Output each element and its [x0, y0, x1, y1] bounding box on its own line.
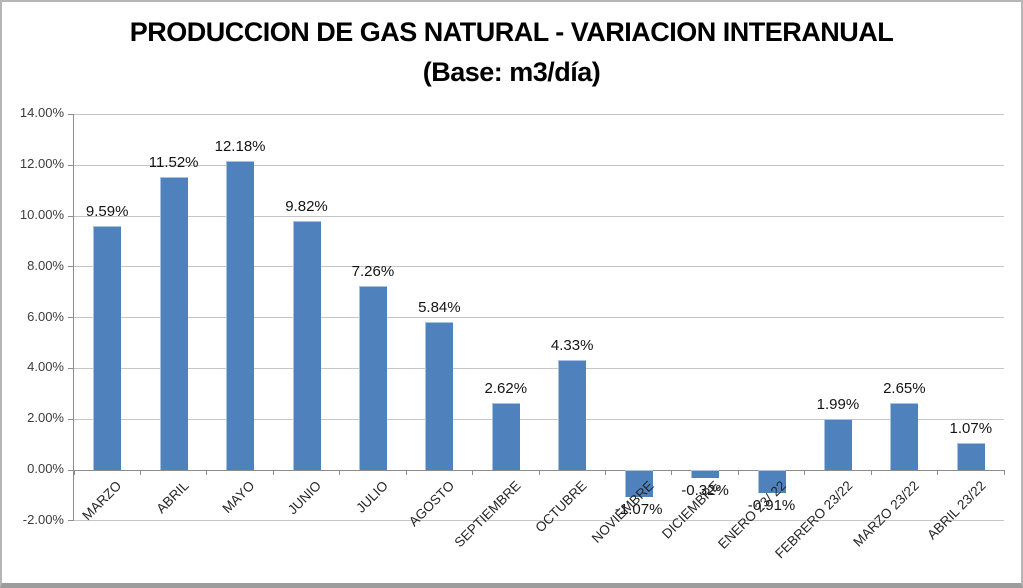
- bar-value-label: 11.52%: [148, 154, 199, 172]
- bar: [292, 220, 321, 470]
- bar: [358, 285, 387, 470]
- gridline: [74, 418, 1004, 420]
- y-axis-tick: [68, 113, 74, 115]
- gridline: [74, 215, 1004, 217]
- chart-title-line1: PRODUCCION DE GAS NATURAL - VARIACION IN…: [129, 17, 894, 47]
- bar: [226, 160, 255, 470]
- y-axis-label: 6.00%: [27, 308, 64, 324]
- y-axis-tick: [68, 418, 74, 420]
- chart-title: PRODUCCION DE GAS NATURAL - VARIACION IN…: [2, 12, 1021, 92]
- x-axis-tick: [538, 470, 540, 475]
- x-axis-label: ABRIL 23/22: [924, 478, 989, 543]
- bar-value-label: -1.07%: [614, 501, 663, 519]
- gridline: [74, 164, 1004, 166]
- gridline: [74, 367, 1004, 369]
- y-axis-tick: [68, 164, 74, 166]
- gridline: [74, 113, 1004, 115]
- x-axis-tick: [737, 470, 739, 475]
- bar-value-label: -0.91%: [747, 497, 796, 515]
- x-axis-tick: [73, 470, 75, 475]
- bar: [558, 360, 587, 470]
- x-axis-label: ABRIL: [153, 478, 192, 517]
- x-axis-label: AGOSTO: [405, 478, 457, 530]
- bar-value-label: -0.32%: [681, 482, 729, 500]
- x-axis-tick: [206, 470, 208, 475]
- x-axis-tick: [870, 470, 872, 475]
- bar: [890, 402, 919, 470]
- y-axis-label: 10.00%: [19, 207, 64, 222]
- y-axis-label: 4.00%: [27, 359, 64, 375]
- y-axis-label: 8.00%: [27, 257, 64, 273]
- bar: [691, 470, 720, 479]
- x-axis-label: JULIO: [352, 478, 391, 516]
- bar-value-label: 2.65%: [883, 379, 926, 397]
- y-axis-label: 12.00%: [19, 156, 64, 172]
- bar: [757, 470, 786, 494]
- x-axis-label: MARZO: [79, 478, 125, 524]
- y-axis-tick: [68, 266, 74, 268]
- x-axis-tick: [1003, 470, 1005, 475]
- bar-value-label: 2.62%: [484, 380, 528, 398]
- y-axis-label: 14.00%: [19, 105, 64, 121]
- x-axis-label: JUNIO: [284, 478, 325, 518]
- bar: [956, 442, 985, 470]
- bar: [425, 321, 454, 470]
- y-axis-tick: [68, 317, 74, 319]
- y-axis-label: 0.00%: [27, 461, 64, 476]
- bar-value-label: 1.99%: [816, 396, 860, 414]
- bar-value-label: 9.59%: [85, 203, 129, 221]
- x-axis-tick: [405, 470, 407, 475]
- bar-value-label: 7.26%: [351, 262, 395, 280]
- gridline: [74, 317, 1004, 319]
- x-axis-tick: [339, 470, 341, 475]
- x-axis-tick: [937, 470, 939, 475]
- x-axis-tick: [272, 470, 274, 475]
- y-axis-label: -2.00%: [22, 511, 64, 527]
- x-axis-tick: [671, 470, 673, 475]
- gridline: [74, 266, 1004, 268]
- bar-value-label: 9.82%: [285, 197, 328, 215]
- x-axis-label: MARZO 23/22: [850, 478, 922, 550]
- bar-value-label: 5.84%: [418, 298, 461, 316]
- bar-value-label: 12.18%: [214, 137, 266, 155]
- y-axis-line: [73, 114, 74, 521]
- bar: [93, 226, 122, 470]
- gridline: [74, 520, 1004, 522]
- y-axis-tick: [68, 215, 74, 217]
- x-axis-tick: [604, 470, 606, 475]
- bar: [823, 419, 852, 470]
- y-axis-label: 2.00%: [27, 410, 64, 426]
- x-axis-label: OCTUBRE: [532, 478, 590, 536]
- x-axis-tick: [804, 470, 806, 475]
- y-axis-tick: [68, 367, 74, 369]
- chart-title-line2: (Base: m3/día): [422, 57, 601, 87]
- bar-value-label: 1.07%: [949, 419, 993, 437]
- x-axis-label: MAYO: [219, 478, 258, 517]
- bar: [491, 403, 520, 470]
- y-axis-tick: [68, 520, 74, 522]
- x-axis-tick: [472, 470, 474, 475]
- bar: [159, 177, 188, 470]
- bar-value-label: 4.33%: [550, 337, 594, 355]
- bar: [624, 470, 653, 498]
- x-axis-label: SEPTIEMBRE: [451, 478, 524, 551]
- y-axis-tick: [68, 469, 74, 471]
- x-axis-tick: [139, 470, 141, 475]
